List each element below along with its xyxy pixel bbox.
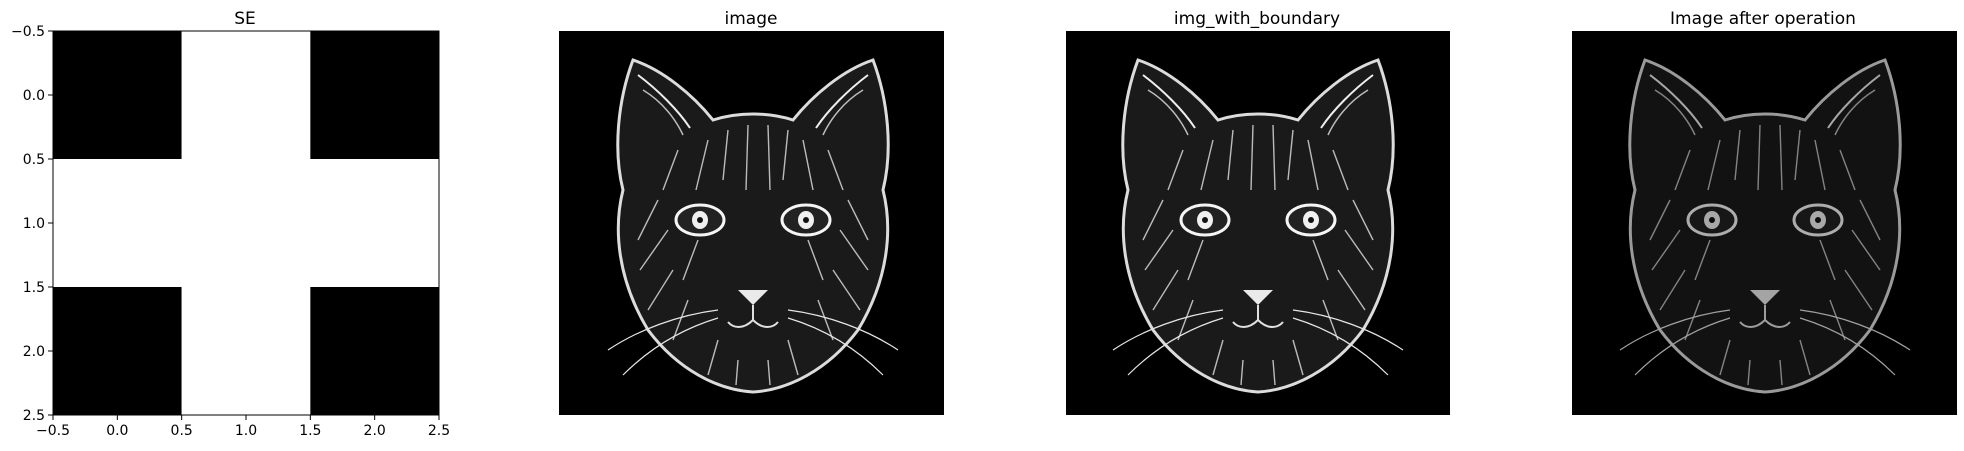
x-tick-label: 2.0 bbox=[364, 423, 386, 439]
se-cell-2-0 bbox=[53, 287, 182, 415]
y-tick-label: −0.5 bbox=[11, 24, 45, 40]
se-cell-2-2 bbox=[310, 287, 439, 415]
x-tick-label: 1.5 bbox=[299, 423, 321, 439]
y-tick-label: 1.0 bbox=[23, 216, 45, 232]
se-cell-1-1 bbox=[181, 159, 311, 287]
x-tick-label: 0.0 bbox=[106, 423, 128, 439]
se-cell-0-1 bbox=[181, 31, 311, 159]
x-tick-label: 2.5 bbox=[428, 423, 450, 439]
y-tick-label: 0.5 bbox=[23, 152, 45, 168]
panel-3-title: img_with_boundary bbox=[1174, 9, 1340, 29]
se-cell-0-0 bbox=[53, 31, 182, 159]
panel-2-title: image bbox=[725, 9, 778, 29]
se-cell-1-0 bbox=[53, 159, 182, 287]
se-cell-1-2 bbox=[310, 159, 439, 287]
result-image-panel bbox=[1572, 31, 1957, 415]
x-tick-label: 1.0 bbox=[235, 423, 257, 439]
boundary-image-panel bbox=[1066, 31, 1450, 415]
panel-4-title: Image after operation bbox=[1670, 9, 1856, 29]
x-tick-label: 0.5 bbox=[171, 423, 193, 439]
y-tick-label: 2.5 bbox=[23, 408, 45, 424]
panel-1-title: SE bbox=[234, 9, 256, 29]
image-panel bbox=[559, 31, 944, 415]
y-tick-label: 0.0 bbox=[23, 88, 45, 104]
se-cell-0-2 bbox=[310, 31, 439, 159]
x-tick-label: −0.5 bbox=[36, 423, 70, 439]
y-tick-label: 1.5 bbox=[23, 280, 45, 296]
se-heatmap: −0.5 0.0 0.5 1.0 1.5 2.0 2.5−0.50.00.51.01.52.… bbox=[11, 24, 450, 439]
y-tick-label: 2.0 bbox=[23, 344, 45, 360]
se-cell-2-1 bbox=[181, 287, 311, 415]
